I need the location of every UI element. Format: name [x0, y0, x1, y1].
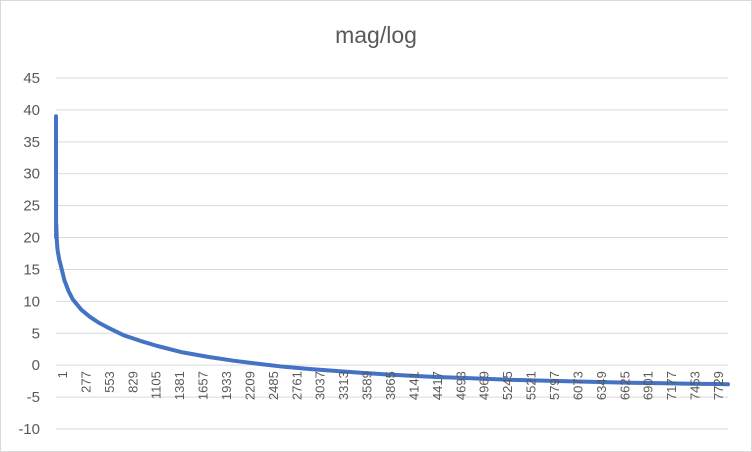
- y-tick-label: 20: [23, 230, 40, 247]
- x-tick-label: 1657: [196, 371, 211, 400]
- y-tick-label: -10: [18, 421, 40, 438]
- x-tick-label: 6349: [594, 371, 609, 400]
- x-tick-label: 1: [55, 371, 70, 378]
- x-tick-label: 4969: [477, 371, 492, 400]
- gridlines: [56, 77, 728, 430]
- x-tick-label: 5797: [547, 371, 562, 400]
- series-line: [54, 114, 730, 387]
- x-tick-label: 277: [78, 371, 93, 393]
- x-tick-label: 7177: [664, 371, 679, 400]
- x-tick-label: 5521: [524, 371, 539, 400]
- y-axis-ticks: 45 40 35 30 25 20 15 10 5 0 -5 -10: [18, 70, 40, 438]
- x-tick-label: 4693: [453, 371, 468, 400]
- x-tick-label: 4141: [406, 371, 421, 400]
- x-tick-label: 4417: [430, 371, 445, 400]
- x-tick-label: 6625: [617, 371, 632, 400]
- y-tick-label: 40: [23, 102, 40, 119]
- x-tick-label: 3865: [383, 371, 398, 400]
- series-layer: [54, 114, 730, 387]
- y-tick-label: 0: [32, 357, 40, 374]
- x-tick-label: 553: [102, 371, 117, 393]
- x-tick-label: 2485: [266, 371, 281, 400]
- y-tick-label: 5: [32, 325, 40, 342]
- y-tick-label: 45: [23, 70, 40, 87]
- chart-title: mag/log: [335, 22, 417, 48]
- y-tick-label: 15: [23, 261, 40, 278]
- x-tick-label: 1381: [172, 371, 187, 400]
- x-tick-label: 7453: [688, 371, 703, 400]
- x-tick-label: 3589: [360, 371, 375, 400]
- x-tick-label: 7729: [711, 371, 726, 400]
- x-tick-label: 2761: [289, 371, 304, 400]
- y-tick-label: 10: [23, 293, 40, 310]
- x-axis-ticks: 1 277 553 829 1105 1381 1657 1933 2209 2485 2761 30…: [55, 371, 726, 400]
- x-tick-label: 2209: [242, 371, 257, 400]
- x-tick-label: 6073: [570, 371, 585, 400]
- x-tick-label: 1105: [149, 371, 164, 399]
- x-tick-label: 1933: [219, 371, 234, 400]
- x-tick-label: 3313: [336, 371, 351, 400]
- x-tick-label: 829: [125, 371, 140, 393]
- y-tick-label: -5: [27, 389, 40, 406]
- y-tick-label: 30: [23, 166, 40, 183]
- x-tick-label: 6901: [641, 371, 656, 400]
- x-tick-label: 3037: [313, 371, 328, 400]
- y-tick-label: 35: [23, 134, 40, 151]
- x-tick-label: 5245: [500, 371, 515, 400]
- y-tick-label: 25: [23, 198, 40, 215]
